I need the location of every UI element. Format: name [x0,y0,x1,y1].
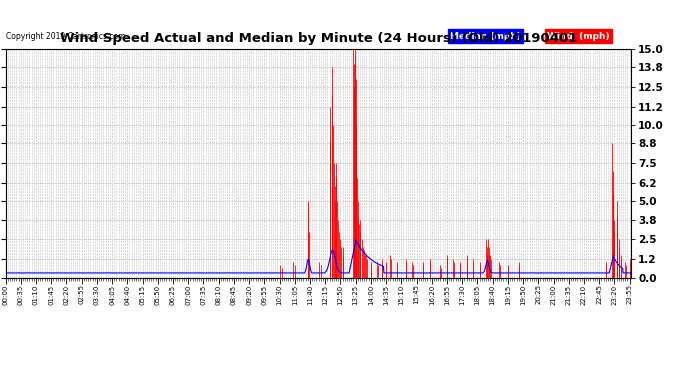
Text: Copyright 2019 Cartronics.com: Copyright 2019 Cartronics.com [6,32,125,41]
Text: Wind  (mph): Wind (mph) [547,32,609,41]
Title: Wind Speed Actual and Median by Minute (24 Hours) (Old) 20190401: Wind Speed Actual and Median by Minute (… [60,32,577,45]
Text: Median (mph): Median (mph) [450,32,521,41]
